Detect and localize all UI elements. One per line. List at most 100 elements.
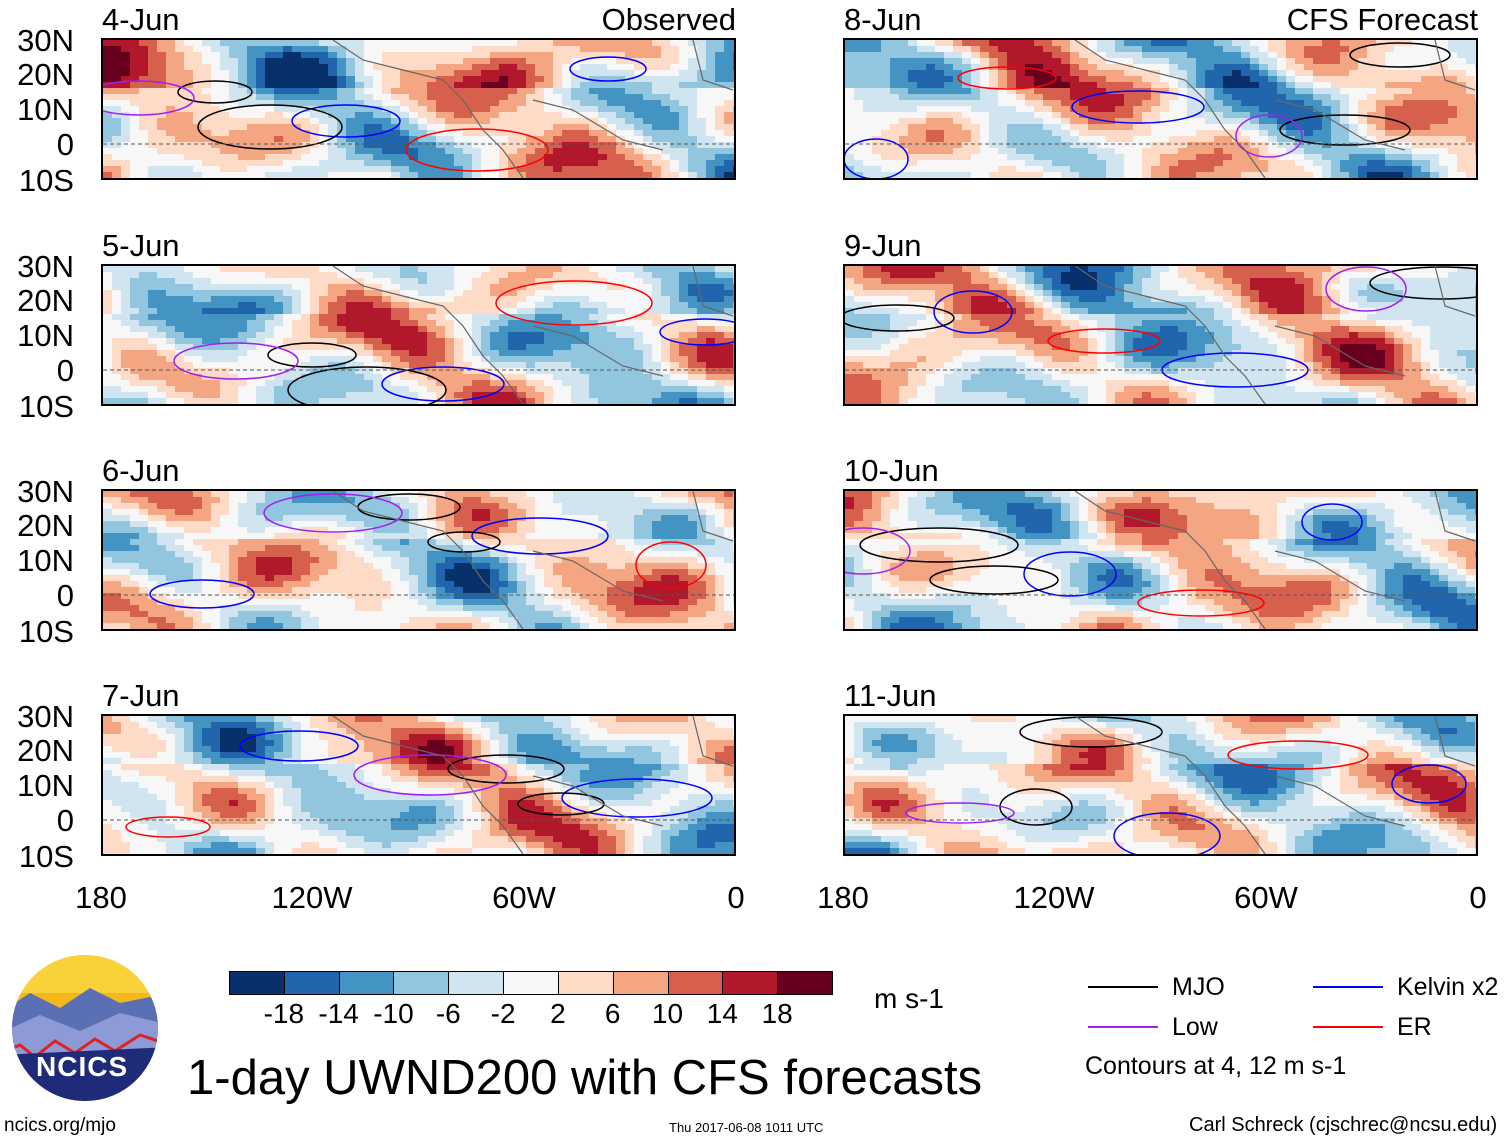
- map-panel-8-jun: [843, 38, 1478, 180]
- lat-tick-label: 20N: [17, 57, 74, 92]
- panel-type-label: CFS Forecast: [1286, 2, 1478, 37]
- colorbar-swatch: [557, 971, 614, 995]
- contour: [1301, 503, 1363, 541]
- lat-tick-label: 30N: [17, 474, 74, 509]
- panel-date: 10-Jun: [844, 453, 939, 488]
- coastline: [1074, 716, 1476, 854]
- contour: [1137, 589, 1265, 617]
- legend-label: Low: [1172, 1013, 1218, 1041]
- panel-type-label: Observed: [601, 2, 736, 37]
- lat-tick-label: 10N: [17, 92, 74, 127]
- lat-tick-label: 10N: [17, 318, 74, 353]
- contour: [635, 541, 707, 589]
- contour: [405, 128, 549, 172]
- contour: [197, 104, 343, 150]
- map-panel-6-jun: [101, 489, 736, 631]
- figure-title: 1-day UWND200 with CFS forecasts: [187, 1051, 983, 1105]
- lon-tick-label: 60W: [1234, 880, 1298, 915]
- lat-tick-label: 0: [56, 353, 74, 388]
- contour: [957, 66, 1057, 90]
- contour-note: Contours at 4, 12 m s-1: [1085, 1052, 1347, 1080]
- contour: [239, 730, 359, 762]
- contour: [353, 754, 507, 796]
- colorbar-label: 10: [651, 998, 684, 1029]
- lat-tick-label: 10N: [17, 543, 74, 578]
- colorbar-label: -6: [435, 998, 461, 1029]
- contour: [103, 80, 195, 116]
- coastline: [332, 40, 734, 178]
- contour: [1369, 266, 1476, 300]
- coastline: [1074, 40, 1476, 178]
- map-panel-4-jun: [101, 38, 736, 180]
- colorbar-swatch: [722, 971, 779, 995]
- colorbar-swatch: [338, 971, 395, 995]
- panel-date: 8-Jun: [844, 2, 922, 37]
- contour: [1019, 716, 1163, 748]
- contour: [291, 104, 401, 138]
- contour: [287, 366, 447, 404]
- contour: [381, 366, 505, 402]
- contour: [471, 517, 609, 555]
- contour: [173, 342, 299, 380]
- coastline: [332, 716, 734, 854]
- colorbar-swatch: [503, 971, 559, 995]
- contour: [1235, 114, 1303, 158]
- colorbar-swatch: [229, 971, 285, 995]
- colorbar-label: -2: [490, 998, 516, 1029]
- lat-tick-label: 30N: [17, 699, 74, 734]
- contour: [177, 80, 253, 104]
- panel-date: 4-Jun: [102, 2, 180, 37]
- map-panel-10-jun: [843, 489, 1478, 631]
- contour: [929, 565, 1059, 595]
- panel-date: 11-Jun: [844, 678, 937, 713]
- contour: [569, 56, 647, 82]
- lat-tick-label: 10S: [18, 839, 74, 874]
- panel-date: 7-Jun: [102, 678, 180, 713]
- legend-line-low: [1088, 1026, 1158, 1028]
- lon-tick-label: 180: [75, 880, 127, 915]
- map-panel-11-jun: [843, 714, 1478, 856]
- contour: [933, 290, 1013, 334]
- colorbar-swatch: [283, 971, 340, 995]
- contour: [1023, 551, 1117, 597]
- colorbar-label: -14: [318, 998, 359, 1029]
- lat-tick-label: 0: [56, 803, 74, 838]
- colorbar-label: -18: [263, 998, 305, 1029]
- panel-date: 9-Jun: [844, 228, 922, 263]
- colorbar-units: m s-1: [874, 983, 944, 1014]
- legend-line-kelvin: [1313, 986, 1383, 988]
- contour: [1349, 42, 1451, 68]
- lon-tick-label: 120W: [271, 880, 353, 915]
- contour: [149, 579, 255, 609]
- contour: [1391, 764, 1467, 804]
- contour: [1279, 114, 1411, 146]
- legend-label: MJO: [1172, 973, 1225, 1001]
- map-panel-9-jun: [843, 264, 1478, 406]
- lat-tick-label: 30N: [17, 23, 74, 58]
- ncics-logo: NCICS: [0, 953, 170, 1108]
- coastline: [1074, 266, 1476, 404]
- contour: [659, 318, 734, 346]
- legend-line-mjo: [1088, 986, 1158, 988]
- lat-tick-label: 0: [56, 578, 74, 613]
- footer-timestamp: Thu 2017-06-08 1011 UTC: [669, 1120, 824, 1135]
- colorbar-label: 14: [706, 998, 738, 1029]
- lon-tick-label: 60W: [492, 880, 556, 915]
- contour: [1227, 740, 1369, 770]
- contour: [447, 754, 565, 784]
- lat-tick-label: 10N: [17, 768, 74, 803]
- coastline: [332, 266, 734, 404]
- lat-tick-label: 20N: [17, 733, 74, 768]
- map-panel-7-jun: [101, 714, 736, 856]
- footer-url[interactable]: ncics.org/mjo: [4, 1115, 116, 1136]
- lon-tick-label: 180: [817, 880, 869, 915]
- contour: [1113, 812, 1221, 854]
- lat-tick-label: 10S: [18, 614, 74, 649]
- contour: [267, 342, 357, 368]
- contour: [1325, 266, 1407, 312]
- lat-tick-label: 20N: [17, 508, 74, 543]
- lat-tick-label: 0: [56, 127, 74, 162]
- colorbar-swatch: [393, 971, 450, 995]
- contour: [1047, 328, 1161, 354]
- coastline: [1074, 491, 1476, 629]
